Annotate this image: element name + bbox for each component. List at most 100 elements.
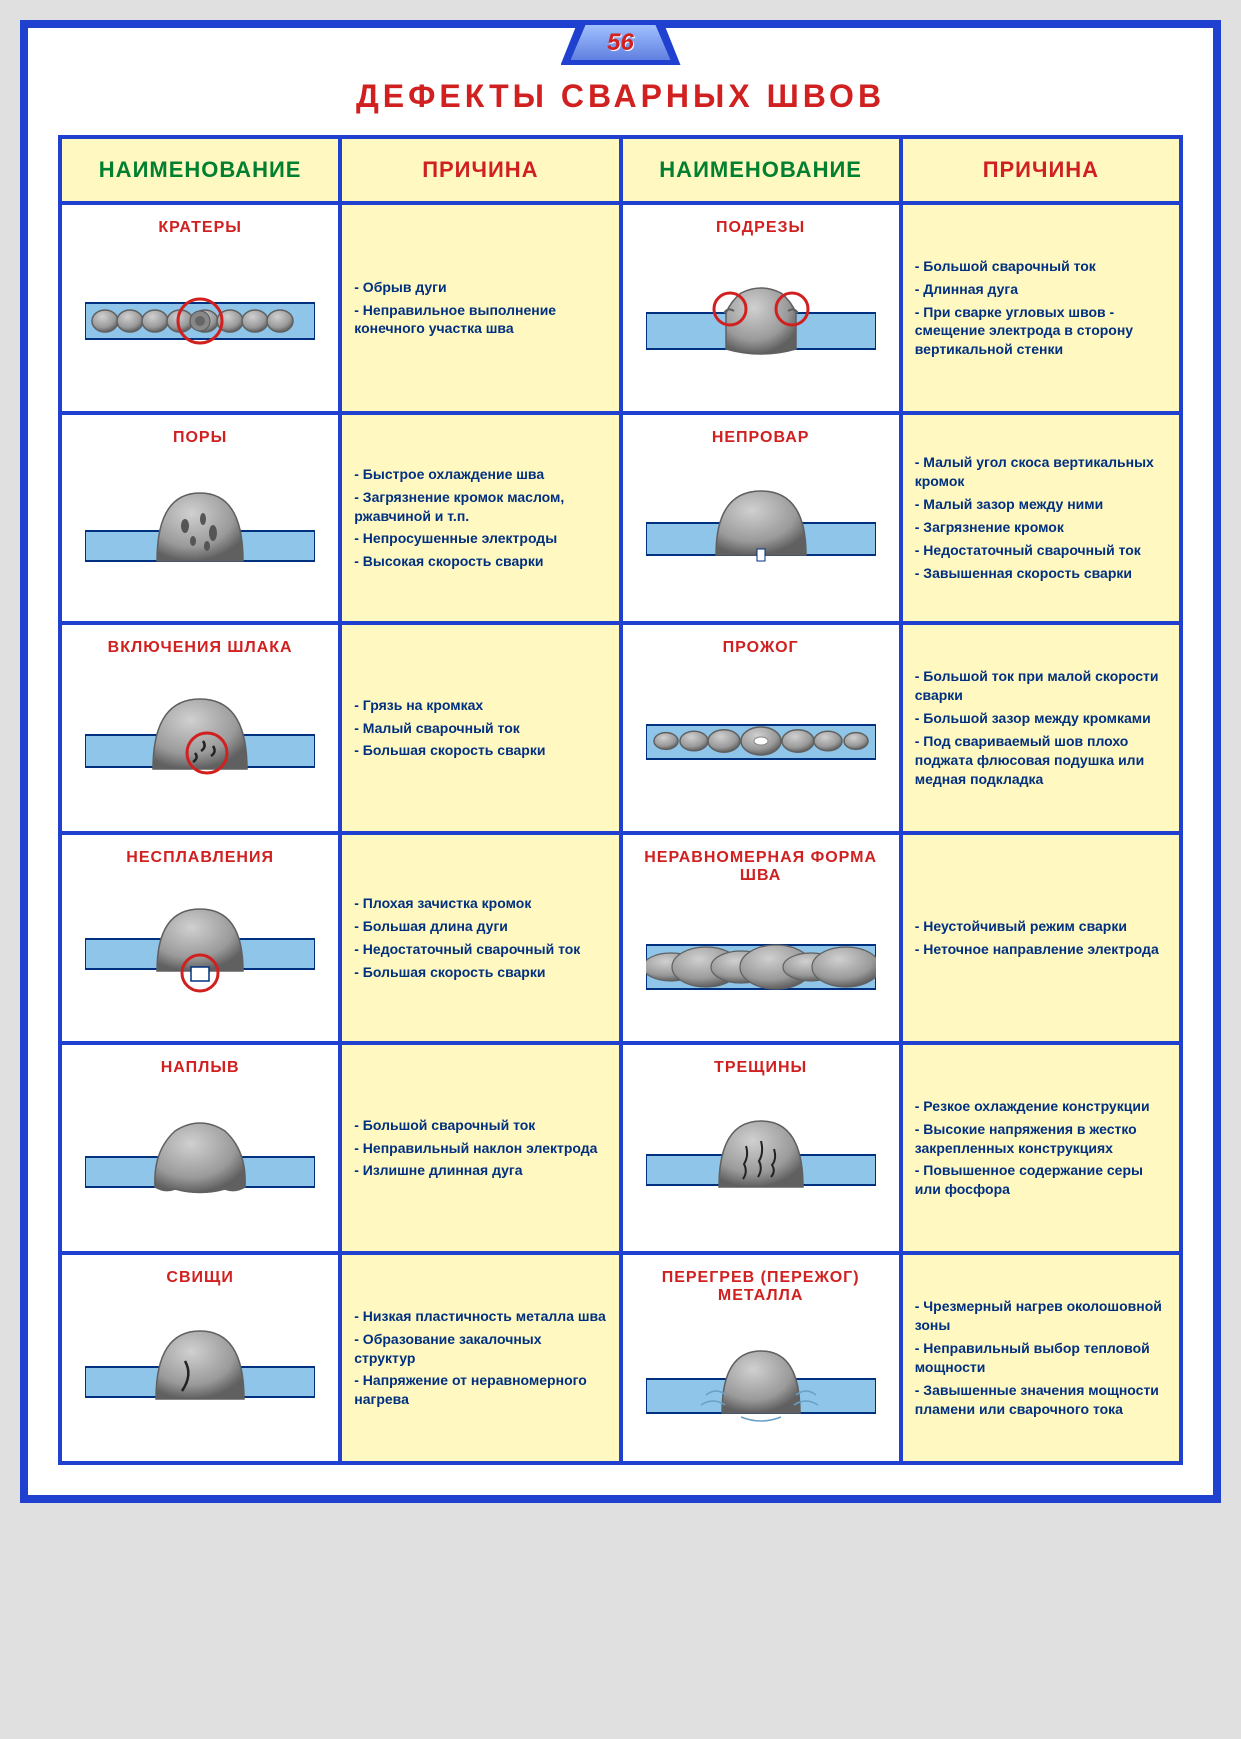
defect-name-cell: НЕСПЛАВЛЕНИЯ bbox=[60, 833, 340, 1043]
header-name-2: НАИМЕНОВАНИЕ bbox=[621, 137, 901, 203]
cause-line: - Плохая зачистка кромок bbox=[354, 894, 606, 913]
cause-line: - Обрыв дуги bbox=[354, 278, 606, 297]
defect-cause-cell: - Чрезмерный нагрев околошовной зоны - Не… bbox=[901, 1253, 1181, 1463]
defect-title: ВКЛЮЧЕНИЯ ШЛАКА bbox=[70, 639, 330, 657]
defect-name-cell: ТРЕЩИНЫ bbox=[621, 1043, 901, 1253]
defect-cause-cell: - Большой ток при малой скорости сварки -… bbox=[901, 623, 1181, 833]
diagram-kratery bbox=[85, 261, 315, 371]
cause-line: - Высокие напряжения в жестко закрепленн… bbox=[915, 1120, 1167, 1158]
cause-line: - Малый угол скоса вертикальных кромок bbox=[915, 453, 1167, 491]
cause-line: - Непросушенные электроды bbox=[354, 529, 606, 548]
diagram-wrap bbox=[631, 251, 891, 381]
cause-line: - Большой сварочный ток bbox=[354, 1116, 606, 1135]
diagram-neravnomernaya bbox=[646, 909, 876, 1019]
defect-name-cell: ПЕРЕГРЕВ (ПЕРЕЖОГ) МЕТАЛЛА bbox=[621, 1253, 901, 1463]
cause-line: - Большая скорость сварки bbox=[354, 963, 606, 982]
defect-name-cell: НЕРАВНОМЕРНАЯ ФОРМА ШВА bbox=[621, 833, 901, 1043]
page-number: 56 bbox=[571, 25, 671, 60]
cause-line: - Неправильный выбор тепловой мощности bbox=[915, 1339, 1167, 1377]
cause-line: - Чрезмерный нагрев околошовной зоны bbox=[915, 1297, 1167, 1335]
defect-title: ПОДРЕЗЫ bbox=[631, 219, 891, 237]
cause-line: - Резкое охлаждение конструкции bbox=[915, 1097, 1167, 1116]
defect-title: ПЕРЕГРЕВ (ПЕРЕЖОГ) МЕТАЛЛА bbox=[631, 1269, 891, 1305]
diagram-svishi bbox=[85, 1311, 315, 1421]
diagram-peregrev bbox=[646, 1329, 876, 1439]
header-name-1: НАИМЕНОВАНИЕ bbox=[60, 137, 340, 203]
defect-title: НЕСПЛАВЛЕНИЯ bbox=[70, 849, 330, 867]
cause-line: - Неправильное выполнение конечного учас… bbox=[354, 301, 606, 339]
header-cause-2: ПРИЧИНА bbox=[901, 137, 1181, 203]
main-title: ДЕФЕКТЫ СВАРНЫХ ШВОВ bbox=[58, 78, 1183, 115]
defect-cause-cell: - Большой сварочный ток - Неправильный на… bbox=[340, 1043, 620, 1253]
cause-line: - Неустойчивый режим сварки bbox=[915, 917, 1167, 936]
poster-frame: 56 ДЕФЕКТЫ СВАРНЫХ ШВОВ НАИМЕНОВАНИЕ ПРИ… bbox=[20, 20, 1221, 1503]
defect-cause-cell: - Большой сварочный ток- Длинная дуга- П… bbox=[901, 203, 1181, 413]
diagram-wrap bbox=[631, 1091, 891, 1221]
diagram-wrap bbox=[70, 1091, 330, 1221]
defect-name-cell: ПОРЫ bbox=[60, 413, 340, 623]
cause-line: - Излишне длинная дуга bbox=[354, 1161, 606, 1180]
diagram-wrap bbox=[70, 251, 330, 381]
defect-title: ПРОЖОГ bbox=[631, 639, 891, 657]
diagram-nesplavlenia bbox=[85, 891, 315, 1001]
defect-name-cell: КРАТЕРЫ bbox=[60, 203, 340, 413]
defect-name-cell: ВКЛЮЧЕНИЯ ШЛАКА bbox=[60, 623, 340, 833]
defect-name-cell: ПОДРЕЗЫ bbox=[621, 203, 901, 413]
defect-title: КРАТЕРЫ bbox=[70, 219, 330, 237]
defect-name-cell: СВИЩИ bbox=[60, 1253, 340, 1463]
defect-title: ТРЕЩИНЫ bbox=[631, 1059, 891, 1077]
diagram-wrap bbox=[631, 671, 891, 801]
cause-line: - Загрязнение кромок bbox=[915, 518, 1167, 537]
diagram-wrap bbox=[70, 1301, 330, 1431]
diagram-wrap bbox=[70, 881, 330, 1011]
diagram-pory bbox=[85, 471, 315, 581]
defect-name-cell: НЕПРОВАР bbox=[621, 413, 901, 623]
diagram-shlak bbox=[85, 681, 315, 791]
cause-line: - Завышенные значения мощности пламени и… bbox=[915, 1381, 1167, 1419]
cause-line: - Большой ток при малой скорости сварки bbox=[915, 667, 1167, 705]
diagram-treshiny bbox=[646, 1101, 876, 1211]
cause-line: - Большая скорость сварки bbox=[354, 741, 606, 760]
diagram-wrap bbox=[631, 1319, 891, 1449]
cause-line: - Завышенная скорость сварки bbox=[915, 564, 1167, 583]
defect-cause-cell: - Малый угол скоса вертикальных кромок - … bbox=[901, 413, 1181, 623]
defect-cause-cell: - Обрыв дуги - Неправильное выполнение ко… bbox=[340, 203, 620, 413]
defect-name-cell: ПРОЖОГ bbox=[621, 623, 901, 833]
cause-line: - Неправильный наклон электрода bbox=[354, 1139, 606, 1158]
defect-name-cell: НАПЛЫВ bbox=[60, 1043, 340, 1253]
cause-line: - Грязь на кромках bbox=[354, 696, 606, 715]
cause-line: - Большая длина дуги bbox=[354, 917, 606, 936]
cause-line: - Неточное направление электрода bbox=[915, 940, 1167, 959]
cause-line: - Высокая скорость сварки bbox=[354, 552, 606, 571]
defect-title: НЕРАВНОМЕРНАЯ ФОРМА ШВА bbox=[631, 849, 891, 885]
page-badge: 56 bbox=[561, 20, 681, 65]
cause-line: - Большой сварочный ток bbox=[915, 257, 1167, 276]
diagram-prozhog bbox=[646, 681, 876, 791]
cause-line: - Повышенное содержание серы или фосфора bbox=[915, 1161, 1167, 1199]
defect-cause-cell: - Резкое охлаждение конструкции - Высокие… bbox=[901, 1043, 1181, 1253]
cause-line: - Недостаточный сварочный ток bbox=[915, 541, 1167, 560]
defect-cause-cell: - Низкая пластичность металла шва - Образ… bbox=[340, 1253, 620, 1463]
diagram-wrap bbox=[631, 461, 891, 591]
diagram-wrap bbox=[70, 461, 330, 591]
cause-line: - Напряжение от неравномерного нагрева bbox=[354, 1371, 606, 1409]
header-cause-1: ПРИЧИНА bbox=[340, 137, 620, 203]
defects-grid: НАИМЕНОВАНИЕ ПРИЧИНА НАИМЕНОВАНИЕ ПРИЧИН… bbox=[58, 135, 1183, 1465]
defect-title: НЕПРОВАР bbox=[631, 429, 891, 447]
cause-line: - Малый сварочный ток bbox=[354, 719, 606, 738]
defect-title: НАПЛЫВ bbox=[70, 1059, 330, 1077]
defect-title: СВИЩИ bbox=[70, 1269, 330, 1287]
cause-line: - Низкая пластичность металла шва bbox=[354, 1307, 606, 1326]
cause-line: - Быстрое охлаждение шва bbox=[354, 465, 606, 484]
diagram-wrap bbox=[70, 671, 330, 801]
diagram-neprovar bbox=[646, 471, 876, 581]
cause-line: - Недостаточный сварочный ток bbox=[354, 940, 606, 959]
defect-cause-cell: - Плохая зачистка кромок - Большая длина … bbox=[340, 833, 620, 1043]
cause-line: - Под свариваемый шов плохо поджата флюс… bbox=[915, 732, 1167, 789]
defect-cause-cell: - Грязь на кромках - Малый сварочный ток -… bbox=[340, 623, 620, 833]
diagram-podrezy bbox=[646, 261, 876, 371]
diagram-naplyv bbox=[85, 1101, 315, 1211]
cause-line: - При сварке угловых швов - смещение эле… bbox=[915, 303, 1167, 360]
cause-line: - Образование закалочных структур bbox=[354, 1330, 606, 1368]
cause-line: - Малый зазор между ними bbox=[915, 495, 1167, 514]
